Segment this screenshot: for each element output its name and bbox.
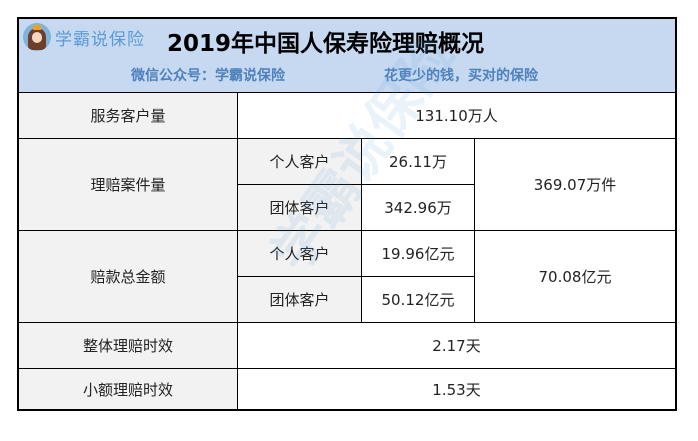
value-small-claim-time: 1.53天	[238, 369, 675, 409]
label-claim-amount-individual: 个人客户	[238, 231, 362, 277]
label-service-customers: 服务客户量	[19, 93, 238, 139]
label-claim-cases: 理赔案件量	[19, 139, 238, 231]
label-claim-amount-group: 团体客户	[238, 277, 362, 323]
value-service-customers: 131.10万人	[238, 93, 675, 139]
subtitle-slogan: 花更少的钱，买对的保险	[384, 68, 538, 84]
value-claim-amount-individual: 19.96亿元	[362, 231, 475, 277]
brand-logo: 学霸说保险	[23, 23, 145, 51]
claims-table: 学霸说保险 2019年中国人保寿险理赔概况 微信公众号：学霸说保险 花更少的钱，…	[17, 17, 677, 411]
value-claim-amount-total: 70.08亿元	[475, 231, 675, 323]
value-overall-claim-time: 2.17天	[238, 323, 675, 369]
label-overall-claim-time: 整体理赔时效	[19, 323, 238, 369]
value-claim-cases-group: 342.96万	[362, 185, 475, 231]
page-title: 2019年中国人保寿险理赔概况	[167, 31, 485, 57]
table-header: 学霸说保险 2019年中国人保寿险理赔概况 微信公众号：学霸说保险 花更少的钱，…	[19, 19, 675, 93]
subtitle-wechat: 微信公众号：学霸说保险	[131, 68, 285, 84]
value-claim-cases-individual: 26.11万	[362, 139, 475, 185]
label-claim-amount: 赔款总金额	[19, 231, 238, 323]
label-small-claim-time: 小额理赔时效	[19, 369, 238, 409]
logo-text: 学霸说保险	[55, 29, 145, 50]
value-claim-amount-group: 50.12亿元	[362, 277, 475, 323]
value-claim-cases-total: 369.07万件	[475, 139, 675, 231]
label-claim-cases-individual: 个人客户	[238, 139, 362, 185]
avatar-icon	[23, 23, 51, 51]
label-claim-cases-group: 团体客户	[238, 185, 362, 231]
